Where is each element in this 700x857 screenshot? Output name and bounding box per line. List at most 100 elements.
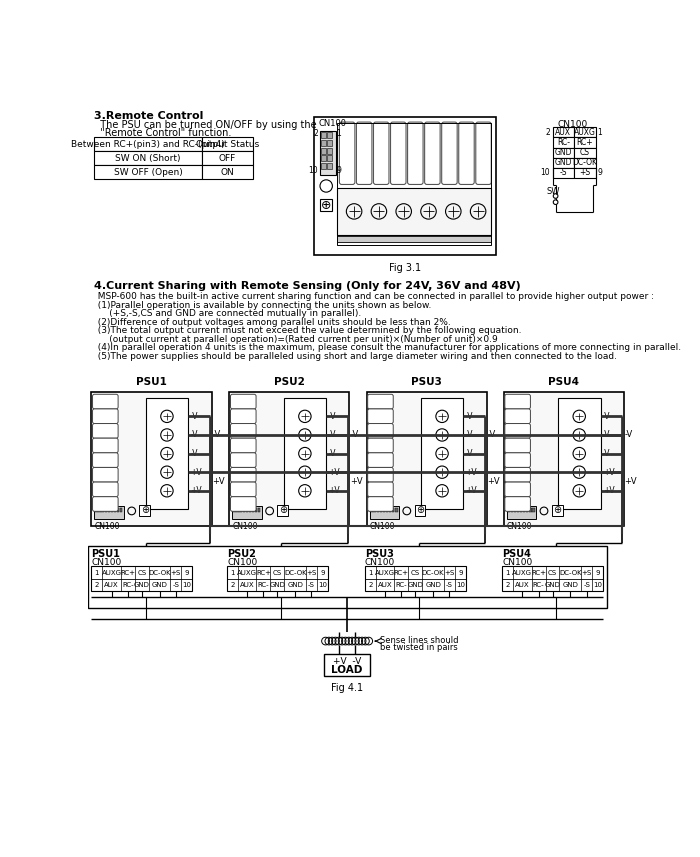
FancyBboxPatch shape xyxy=(230,394,256,409)
Bar xyxy=(98,508,101,512)
Text: LOAD: LOAD xyxy=(331,665,363,675)
Bar xyxy=(233,508,235,512)
Bar xyxy=(365,566,466,591)
Text: 9: 9 xyxy=(598,168,602,177)
Bar xyxy=(94,506,124,518)
Text: AUXG: AUXG xyxy=(237,570,257,576)
Text: ⊕: ⊕ xyxy=(141,505,149,515)
Bar xyxy=(327,163,332,169)
Text: CS: CS xyxy=(411,570,420,576)
Text: (5)The power supplies should be paralleled using short and large diameter wiring: (5)The power supplies should be parallel… xyxy=(92,351,617,361)
Bar xyxy=(386,508,389,512)
Text: GND: GND xyxy=(554,158,572,167)
FancyBboxPatch shape xyxy=(92,467,118,482)
Bar xyxy=(574,137,596,147)
Text: -V: -V xyxy=(466,430,473,440)
Text: DC-OK: DC-OK xyxy=(284,570,307,576)
FancyBboxPatch shape xyxy=(356,122,372,184)
Bar xyxy=(389,508,391,512)
Bar xyxy=(321,140,326,146)
Bar xyxy=(370,508,372,512)
Text: 2: 2 xyxy=(230,582,235,588)
Text: -S: -S xyxy=(446,582,453,588)
Text: (2)Difference of output voltages among parallel units should be less than 2%.: (2)Difference of output voltages among p… xyxy=(92,318,451,327)
FancyBboxPatch shape xyxy=(230,452,256,467)
Text: CN100: CN100 xyxy=(92,558,122,567)
Text: AUX: AUX xyxy=(240,582,255,588)
FancyBboxPatch shape xyxy=(374,122,389,184)
Bar xyxy=(114,508,116,512)
Bar xyxy=(321,147,326,153)
Text: CN100: CN100 xyxy=(502,558,533,567)
Bar xyxy=(395,508,398,512)
Text: -V: -V xyxy=(603,449,610,458)
Bar xyxy=(139,505,150,516)
Bar xyxy=(526,508,528,512)
Bar xyxy=(367,392,486,526)
Text: DC-OK: DC-OK xyxy=(422,570,444,576)
Bar xyxy=(232,506,262,518)
Text: Output Status: Output Status xyxy=(196,140,259,149)
Text: RC-: RC- xyxy=(395,582,407,588)
Bar xyxy=(574,158,596,167)
Text: DC-OK: DC-OK xyxy=(148,570,171,576)
Bar xyxy=(558,398,601,509)
Bar xyxy=(514,508,516,512)
Bar xyxy=(377,508,379,512)
Text: AUX: AUX xyxy=(515,582,530,588)
Bar xyxy=(324,654,370,675)
Bar xyxy=(321,132,326,138)
Text: 9: 9 xyxy=(320,570,325,576)
Bar xyxy=(421,398,463,509)
Text: -V: -V xyxy=(190,449,198,458)
FancyBboxPatch shape xyxy=(92,409,118,423)
Bar xyxy=(239,508,241,512)
Text: PSU1: PSU1 xyxy=(92,549,120,560)
Text: PSU3: PSU3 xyxy=(411,377,442,387)
Text: 1: 1 xyxy=(598,128,602,137)
Text: +S: +S xyxy=(444,570,454,576)
Text: PSU4: PSU4 xyxy=(548,377,579,387)
Text: DC-OK: DC-OK xyxy=(559,570,582,576)
Bar xyxy=(88,547,607,608)
Text: 2: 2 xyxy=(505,582,510,588)
Text: CN100: CN100 xyxy=(227,558,258,567)
Bar xyxy=(508,508,510,512)
Text: SW OFF (Open): SW OFF (Open) xyxy=(113,168,182,177)
Bar xyxy=(392,508,394,512)
Bar xyxy=(94,165,202,179)
Text: ⊕: ⊕ xyxy=(553,505,561,515)
Text: GND: GND xyxy=(287,582,303,588)
Bar xyxy=(533,508,535,512)
Text: 10: 10 xyxy=(540,168,550,177)
Text: 10: 10 xyxy=(318,582,327,588)
Bar xyxy=(202,152,253,165)
Text: -V: -V xyxy=(466,412,473,421)
FancyBboxPatch shape xyxy=(505,467,531,482)
Text: (output current at parallel operation)=(Rated current per unit)×(Number of unit): (output current at parallel operation)=(… xyxy=(92,334,498,344)
Bar xyxy=(92,566,192,591)
Bar xyxy=(337,188,491,236)
Text: (1)Parallel operation is available by connecting the units shown as below.: (1)Parallel operation is available by co… xyxy=(92,301,431,309)
Bar xyxy=(574,128,596,137)
Bar xyxy=(337,123,491,244)
Text: +V: +V xyxy=(624,477,637,486)
FancyBboxPatch shape xyxy=(505,452,531,467)
FancyBboxPatch shape xyxy=(368,467,393,482)
Bar xyxy=(370,506,399,518)
Text: AUXG: AUXG xyxy=(102,570,122,576)
Bar xyxy=(237,508,239,512)
Bar xyxy=(258,508,260,512)
Text: PSU2: PSU2 xyxy=(274,377,304,387)
FancyBboxPatch shape xyxy=(92,423,118,438)
Text: PSU2: PSU2 xyxy=(227,549,256,560)
Text: GND: GND xyxy=(562,582,578,588)
Text: AUXG: AUXG xyxy=(574,128,596,137)
FancyBboxPatch shape xyxy=(230,482,256,497)
FancyBboxPatch shape xyxy=(340,122,355,184)
Text: CN100: CN100 xyxy=(318,119,346,128)
Bar xyxy=(117,508,119,512)
Text: AUXG: AUXG xyxy=(512,570,532,576)
Text: +V: +V xyxy=(328,468,340,476)
Text: AUX: AUX xyxy=(378,582,393,588)
